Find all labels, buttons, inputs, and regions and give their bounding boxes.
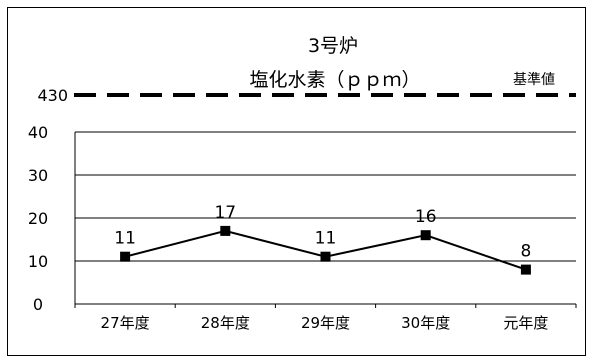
reference-label: 基準値 — [513, 71, 555, 88]
data-label: 16 — [415, 207, 437, 227]
y-tick-label: 10 — [28, 252, 48, 271]
data-label: 17 — [214, 203, 236, 223]
y-tick-label: 0 — [33, 295, 43, 314]
x-tick-label: 29年度 — [301, 314, 350, 332]
chart-frame — [7, 7, 586, 356]
data-point-marker — [320, 251, 331, 262]
y-tick-label: 20 — [28, 209, 48, 228]
x-tick-label: 28年度 — [201, 314, 250, 332]
data-point-marker — [220, 225, 231, 236]
data-label: 8 — [520, 242, 531, 262]
x-tick-label: 30年度 — [401, 314, 450, 332]
data-point-marker — [420, 230, 431, 241]
reference-value-label: 430 — [37, 86, 68, 105]
data-label: 11 — [114, 229, 136, 249]
x-tick-label: 27年度 — [101, 314, 150, 332]
y-tick-label: 30 — [28, 166, 48, 185]
chart-title: 3号炉 — [308, 35, 358, 57]
data-point-marker — [120, 251, 131, 262]
chart-subtitle: 塩化水素（ｐｐｍ） — [249, 69, 420, 91]
data-point-marker — [520, 264, 531, 275]
data-label: 11 — [315, 229, 337, 249]
labels: 11 17 11 16 8 — [114, 203, 531, 262]
series-line — [120, 225, 531, 275]
x-tick-label: 元年度 — [503, 314, 548, 332]
y-tick-label: 40 — [28, 123, 48, 142]
axes: 0 10 20 30 40 27年度 28年度 29年度 30年度 元年度 — [28, 123, 577, 332]
